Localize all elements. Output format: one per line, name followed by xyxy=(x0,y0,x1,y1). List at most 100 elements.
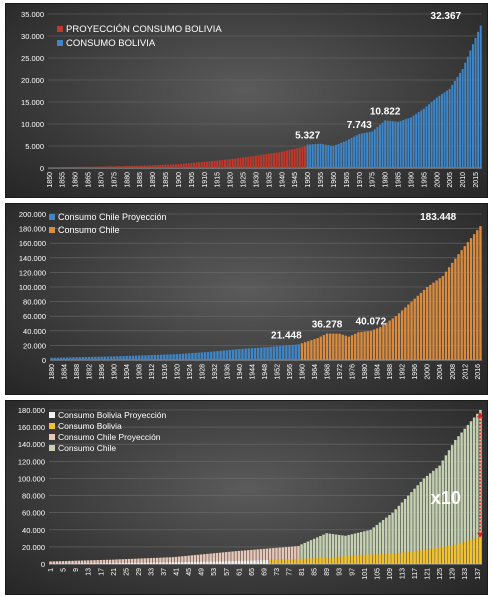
x-tick-label: 1940 xyxy=(237,364,244,380)
bar xyxy=(301,147,304,168)
bar xyxy=(447,545,451,564)
bar xyxy=(422,289,426,360)
bar xyxy=(196,554,200,564)
x-tick-label: 1925 xyxy=(241,172,248,188)
bar xyxy=(288,345,291,360)
bar xyxy=(211,161,214,168)
bar xyxy=(385,553,388,564)
data-label: 10.822 xyxy=(370,106,401,117)
bar xyxy=(413,551,416,564)
bar xyxy=(125,355,128,360)
x-tick-label: 1980 xyxy=(362,364,369,380)
bar xyxy=(237,560,241,564)
bar xyxy=(141,355,144,360)
bar xyxy=(212,553,215,564)
bar xyxy=(476,537,479,564)
bar xyxy=(72,357,75,360)
x-tick-label: 1932 xyxy=(212,364,219,380)
bar xyxy=(199,561,203,564)
bar xyxy=(416,295,420,360)
x-tick-label: 1 xyxy=(48,568,55,572)
y-tick-label: 100.000 xyxy=(18,474,45,483)
bar xyxy=(262,548,266,564)
x-tick-label: 1904 xyxy=(124,364,131,380)
bolivia-consumption-chart: 0 5.000 10.000 15.000 20.000 25.000 30.000 35.0… xyxy=(5,3,488,198)
bar xyxy=(297,546,300,564)
x-tick-label: 137 xyxy=(475,568,482,580)
bar xyxy=(273,152,276,168)
x-tick-label: 101 xyxy=(362,568,369,580)
bar xyxy=(181,562,184,564)
bar xyxy=(151,165,154,168)
bar xyxy=(53,167,56,168)
bar xyxy=(369,529,372,564)
bar xyxy=(96,563,99,564)
bar xyxy=(335,144,338,168)
bar xyxy=(460,542,463,564)
x-tick-label: 61 xyxy=(236,568,243,576)
bar xyxy=(366,331,369,360)
bar xyxy=(200,352,204,360)
bar xyxy=(249,156,252,168)
bar xyxy=(184,353,188,360)
bar xyxy=(97,166,100,168)
data-label: 183.448 xyxy=(420,212,457,223)
bar xyxy=(375,328,379,360)
bar xyxy=(210,351,213,360)
bar xyxy=(313,339,316,360)
bar xyxy=(128,355,132,360)
y-tick-label: 160.000 xyxy=(19,239,46,248)
legend-swatch xyxy=(49,434,55,440)
bar xyxy=(303,342,307,360)
scale-arrow-head-top xyxy=(477,412,483,418)
bar xyxy=(115,166,118,168)
bar xyxy=(290,558,294,564)
legend-label: PROYECCIÓN CONSUMO BOLIVIA xyxy=(66,24,222,35)
bar xyxy=(136,165,139,168)
bar xyxy=(146,558,150,564)
bar xyxy=(50,357,53,360)
bar xyxy=(345,140,348,168)
x-tick-label: 97 xyxy=(349,568,356,576)
x-tick-label: 1955 xyxy=(318,172,325,188)
bar xyxy=(381,122,384,168)
y-tick-label: 0 xyxy=(41,560,45,569)
bar xyxy=(389,120,392,168)
legend-swatch xyxy=(49,412,55,418)
bar xyxy=(461,69,464,168)
bar xyxy=(137,558,140,564)
bar xyxy=(376,127,379,168)
bar xyxy=(155,562,159,564)
bar xyxy=(454,439,457,564)
bar xyxy=(190,162,193,168)
x-tick-label: 1944 xyxy=(249,364,256,380)
bar xyxy=(416,485,419,564)
bar xyxy=(466,242,470,360)
bar xyxy=(87,166,90,168)
x-tick-label: 1920 xyxy=(174,364,181,380)
bar xyxy=(71,166,74,168)
y-tick-label: 35.000 xyxy=(21,10,44,19)
bar xyxy=(410,301,413,360)
bar xyxy=(410,492,413,564)
bar xyxy=(197,352,200,360)
x-tick-label: 1935 xyxy=(266,172,273,188)
legend-label: CONSUMO BOLIVIA xyxy=(66,38,156,49)
x-tick-label: 125 xyxy=(437,568,444,580)
x-tick-label: 73 xyxy=(274,568,281,576)
legend-label: Consumo Chile Proyección xyxy=(58,212,167,222)
bar xyxy=(130,558,134,564)
bar xyxy=(357,332,360,360)
x-tick-label: 29 xyxy=(136,568,143,576)
y-tick-label: 10.000 xyxy=(21,120,44,129)
bar xyxy=(358,133,361,168)
x-tick-label: 1860 xyxy=(73,172,80,188)
bar xyxy=(268,559,272,564)
bar xyxy=(162,557,165,564)
bar xyxy=(309,144,312,168)
bar xyxy=(244,157,247,168)
bar xyxy=(372,554,376,564)
bar xyxy=(235,349,238,360)
bar xyxy=(316,338,319,360)
bar xyxy=(86,563,90,564)
